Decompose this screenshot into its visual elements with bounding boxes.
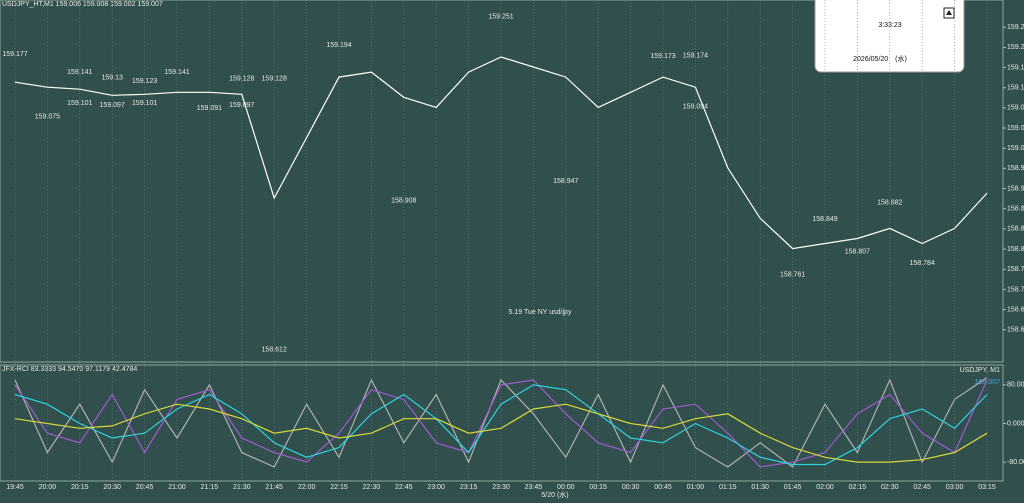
- x-tick-label: 22:45: [395, 484, 413, 491]
- y-tick-label: 80.000: [1007, 382, 1024, 389]
- y-tick-label: 158.720: [1007, 286, 1024, 293]
- price-label: 158.761: [780, 272, 805, 279]
- y-tick-label: 159.200: [1007, 44, 1024, 51]
- price-label: 159.097: [229, 102, 254, 109]
- price-label: 159.128: [229, 76, 254, 83]
- price-label: 159.101: [132, 100, 157, 107]
- x-tick-label: 21:15: [201, 484, 219, 491]
- x-tick-label: 23:45: [525, 484, 543, 491]
- price-label: 159.194: [326, 42, 351, 49]
- x-tick-label: 00:45: [654, 484, 672, 491]
- price-label: 159.251: [488, 14, 513, 21]
- x-tick-label: 03:00: [946, 484, 964, 491]
- y-tick-label: 0.000: [1007, 420, 1024, 427]
- y-tick-label: 159.240: [1007, 24, 1024, 31]
- price-label: 159.123: [132, 78, 157, 85]
- date-marker: 5/20 (水): [541, 490, 568, 499]
- price-label: 158.882: [877, 200, 902, 207]
- x-tick-label: 22:15: [330, 484, 348, 491]
- price-label: 159.141: [164, 69, 189, 76]
- price-label: 158.612: [262, 347, 287, 354]
- x-tick-label: 20:00: [39, 484, 57, 491]
- clock-icon: [946, 10, 952, 15]
- x-tick-label: 02:00: [816, 484, 834, 491]
- price-label: 158.947: [553, 178, 578, 185]
- x-tick-label: 21:30: [233, 484, 251, 491]
- x-tick-label: 02:15: [849, 484, 867, 491]
- price-label: 159.177: [2, 51, 27, 58]
- y-tick-label: 158.800: [1007, 246, 1024, 253]
- x-tick-label: 03:15: [978, 484, 996, 491]
- y-tick-label: 159.040: [1007, 125, 1024, 132]
- x-tick-label: 19:45: [6, 484, 24, 491]
- price-panel: [0, 0, 1004, 363]
- y-tick-label: 159.160: [1007, 64, 1024, 71]
- y-tick-label: 158.640: [1007, 327, 1024, 334]
- y-tick-label: 158.960: [1007, 165, 1024, 172]
- y-tick-label: 159.000: [1007, 145, 1024, 152]
- x-tick-label: 02:45: [913, 484, 931, 491]
- price-label: 158.784: [910, 260, 935, 267]
- series-line: [14, 56, 988, 250]
- price-label: 158.807: [845, 248, 870, 255]
- price-label: 159.173: [650, 53, 675, 60]
- x-tick-label: 23:15: [460, 484, 478, 491]
- indicator-title: JFX-RCI 83.3333 94.5470 97.1179 42.4784: [2, 366, 137, 373]
- x-tick-label: 00:30: [622, 484, 640, 491]
- series-line: [14, 403, 988, 463]
- x-tick-label: 02:30: [881, 484, 899, 491]
- annotation: 5.19 Tue NY usd/jpy: [509, 309, 572, 316]
- x-tick-label: 20:45: [136, 484, 154, 491]
- x-tick-label: 20:15: [71, 484, 89, 491]
- x-tick-label: 01:45: [784, 484, 802, 491]
- y-tick-label: 158.880: [1007, 206, 1024, 213]
- price-label: 159.174: [683, 52, 708, 59]
- y-tick-label: 158.840: [1007, 226, 1024, 233]
- price-label: 159.091: [197, 105, 222, 112]
- series-line: [14, 379, 988, 468]
- x-tick-label: 20:30: [103, 484, 121, 491]
- price-label: 159.094: [683, 104, 708, 111]
- y-tick-label: 159.080: [1007, 105, 1024, 112]
- x-tick-label: 01:30: [751, 484, 769, 491]
- x-tick-label: 00:15: [589, 484, 607, 491]
- x-tick-label: 22:00: [298, 484, 316, 491]
- series-line: [14, 377, 988, 468]
- x-tick-label: 00:00: [557, 484, 575, 491]
- y-tick-label: 158.920: [1007, 185, 1024, 192]
- price-label: 158.849: [812, 216, 837, 223]
- price-label: 158.908: [391, 197, 416, 204]
- header: USDJPY_HT,M1 159.006 159.008 159.002 159…: [2, 1, 163, 8]
- y-tick-label: 159.120: [1007, 85, 1024, 92]
- x-tick-label: 23:00: [427, 484, 445, 491]
- price-label: 159.097: [100, 102, 125, 109]
- x-tick-label: 21:00: [168, 484, 186, 491]
- series-line: [14, 384, 988, 466]
- clock-time: 3:33:23: [878, 22, 901, 29]
- price-label: 159.13: [101, 75, 123, 82]
- price-label: 159.101: [67, 100, 92, 107]
- price-label: 159.075: [35, 113, 60, 120]
- x-tick-label: 23:30: [492, 484, 510, 491]
- x-tick-label: 21:45: [265, 484, 283, 491]
- price-label: 159.128: [262, 76, 287, 83]
- y-tick-label: 158.760: [1007, 266, 1024, 273]
- x-tick-label: 01:15: [719, 484, 737, 491]
- clock-date: 2026/05/20 (水): [853, 54, 907, 63]
- last-price: 159.007: [975, 379, 1000, 386]
- x-tick-label: 22:30: [363, 484, 381, 491]
- x-tick-label: 01:00: [687, 484, 705, 491]
- symbol: USDJPY, M1: [960, 367, 1000, 374]
- y-tick-label: 158.680: [1007, 306, 1024, 313]
- price-label: 159.141: [67, 69, 92, 76]
- y-tick-label: -80.000: [1007, 459, 1024, 466]
